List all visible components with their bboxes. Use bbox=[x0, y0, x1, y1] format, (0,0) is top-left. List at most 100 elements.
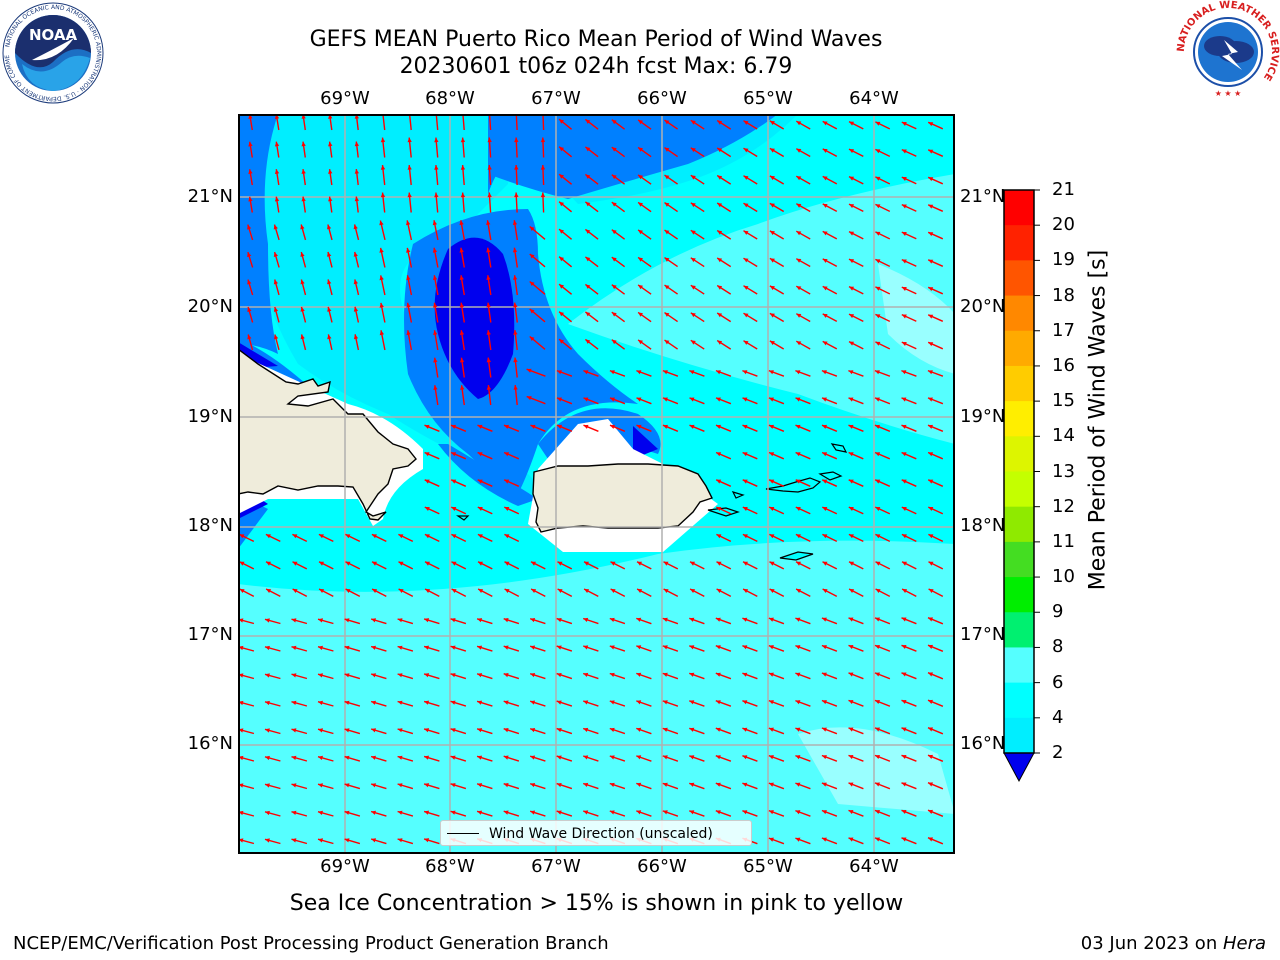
wave-direction-arrowhead bbox=[477, 618, 483, 623]
wave-direction-arrowhead bbox=[928, 699, 933, 704]
wave-direction-arrowhead bbox=[273, 224, 278, 230]
wave-direction-arrowhead bbox=[301, 169, 306, 174]
wave-direction-arrowhead bbox=[901, 122, 907, 126]
wave-direction-arrowhead bbox=[821, 782, 827, 787]
wave-direction-arrowhead bbox=[795, 507, 801, 511]
wave-direction-arrowhead bbox=[486, 220, 491, 225]
wave-direction-arrowhead bbox=[769, 561, 775, 566]
wave-direction-arrowhead bbox=[849, 231, 854, 236]
wave-direction-arrowhead bbox=[901, 259, 907, 264]
wave-direction-arrowhead bbox=[742, 617, 748, 622]
lon-label-top: 68°W bbox=[425, 88, 475, 109]
wave-direction-arrowhead bbox=[848, 534, 854, 539]
wave-direction-arrowhead bbox=[530, 728, 536, 733]
wave-direction-arrowhead bbox=[875, 397, 880, 402]
wave-direction-arrowhead bbox=[513, 330, 518, 335]
wave-direction-arrowhead bbox=[875, 589, 881, 593]
wave-direction-arrowhead bbox=[397, 810, 403, 815]
wave-direction-arrowhead bbox=[768, 672, 774, 677]
wave-direction-arrowhead bbox=[609, 727, 615, 732]
lon-label-bottom: 69°W bbox=[320, 856, 370, 877]
wave-direction-arrowhead bbox=[821, 837, 827, 842]
wave-direction-arrowhead bbox=[477, 783, 483, 788]
wave-direction-arrowhead bbox=[407, 137, 412, 143]
wave-direction-arrowhead bbox=[344, 838, 350, 843]
wave-direction-arrowhead bbox=[371, 618, 376, 623]
wave-direction-arrowhead bbox=[796, 148, 802, 153]
wave-direction-arrowhead bbox=[556, 755, 562, 760]
wave-direction-arrowhead bbox=[768, 810, 774, 815]
wave-direction-arrowhead bbox=[583, 782, 589, 787]
wave-direction-arrowhead bbox=[556, 810, 562, 815]
wave-direction-arrowhead bbox=[514, 192, 519, 198]
wave-direction-arrowhead bbox=[928, 617, 933, 622]
lat-label-right: 17°N bbox=[960, 624, 1006, 645]
wave-direction-arrowhead bbox=[769, 258, 775, 263]
wave-direction-arrowhead bbox=[503, 810, 509, 815]
wave-direction-arrowhead bbox=[822, 507, 828, 511]
wave-direction-arrowhead bbox=[822, 479, 828, 484]
wave-direction-arrowhead bbox=[239, 589, 245, 593]
lat-label-left: 18°N bbox=[187, 515, 233, 536]
wave-direction-arrowhead bbox=[715, 782, 721, 787]
wave-direction-arrowhead bbox=[875, 424, 880, 429]
wave-direction-arrowhead bbox=[451, 561, 457, 566]
wave-direction-arrowhead bbox=[503, 728, 509, 733]
wave-direction-arrowhead bbox=[796, 286, 802, 291]
wave-direction-arrowhead bbox=[379, 275, 384, 281]
wave-direction-arrowhead bbox=[424, 618, 430, 623]
wave-direction-arrowhead bbox=[875, 672, 880, 677]
wave-direction-arrowhead bbox=[379, 330, 384, 336]
wave-direction-arrowhead bbox=[610, 561, 616, 566]
wave-direction-arrowhead bbox=[795, 782, 801, 787]
wave-direction-arrowhead bbox=[292, 561, 298, 566]
wave-direction-arrowhead bbox=[529, 226, 535, 231]
wave-direction-arrowhead bbox=[556, 370, 562, 375]
wave-direction-arrowhead bbox=[478, 561, 483, 566]
lat-label-right: 19°N bbox=[960, 406, 1006, 427]
wave-direction-arrowhead bbox=[459, 302, 464, 308]
wave-direction-arrowhead bbox=[503, 673, 509, 678]
colorbar-extension bbox=[1003, 752, 1035, 783]
wave-direction-arrowhead bbox=[742, 534, 748, 539]
wave-direction-arrowhead bbox=[849, 341, 854, 346]
wave-direction-arrowhead bbox=[559, 174, 564, 179]
wave-direction-arrowhead bbox=[559, 256, 564, 262]
wave-direction-arrowhead bbox=[717, 230, 723, 235]
wave-direction-arrowhead bbox=[822, 258, 828, 263]
wave-direction-arrowhead bbox=[609, 782, 615, 787]
wave-direction-arrowhead bbox=[556, 645, 562, 650]
wave-direction-arrowhead bbox=[928, 809, 933, 814]
wave-direction-arrowhead bbox=[874, 370, 880, 375]
wave-direction-arrowhead bbox=[796, 231, 802, 236]
wave-direction-arrowhead bbox=[902, 589, 908, 593]
wave-direction-arrowhead bbox=[742, 727, 748, 732]
wave-direction-arrowhead bbox=[585, 339, 591, 344]
wave-direction-arrowhead bbox=[557, 424, 562, 429]
wave-direction-arrowhead bbox=[742, 700, 748, 705]
map-frame bbox=[238, 114, 955, 854]
wave-direction-arrowhead bbox=[345, 534, 351, 539]
noaa-text: NOAA bbox=[29, 26, 78, 44]
wave-direction-arrowhead bbox=[849, 176, 854, 181]
lon-label-top: 67°W bbox=[531, 88, 581, 109]
legend-line bbox=[447, 833, 479, 834]
wave-direction-arrowhead bbox=[848, 645, 854, 650]
wave-direction-arrowhead bbox=[265, 755, 270, 761]
wave-direction-arrowhead bbox=[769, 340, 775, 346]
wave-direction-arrowhead bbox=[636, 645, 642, 650]
wave-direction-arrowhead bbox=[540, 192, 546, 198]
wave-direction-arrowhead bbox=[901, 507, 907, 511]
lat-label-right: 20°N bbox=[960, 296, 1006, 317]
wave-direction-arrowhead bbox=[901, 204, 907, 209]
wave-direction-arrowhead bbox=[638, 147, 643, 152]
wave-direction-arrowhead bbox=[319, 589, 325, 593]
wave-direction-arrowhead bbox=[540, 137, 546, 143]
wave-direction-arrowhead bbox=[769, 397, 774, 402]
wave-direction-arrowhead bbox=[273, 279, 278, 285]
wave-direction-arrowhead bbox=[768, 837, 774, 842]
wave-direction-arrowhead bbox=[584, 589, 590, 593]
wave-direction-arrowhead bbox=[300, 306, 305, 312]
wave-direction-arrowhead bbox=[848, 782, 854, 787]
wave-direction-arrowhead bbox=[583, 424, 589, 429]
